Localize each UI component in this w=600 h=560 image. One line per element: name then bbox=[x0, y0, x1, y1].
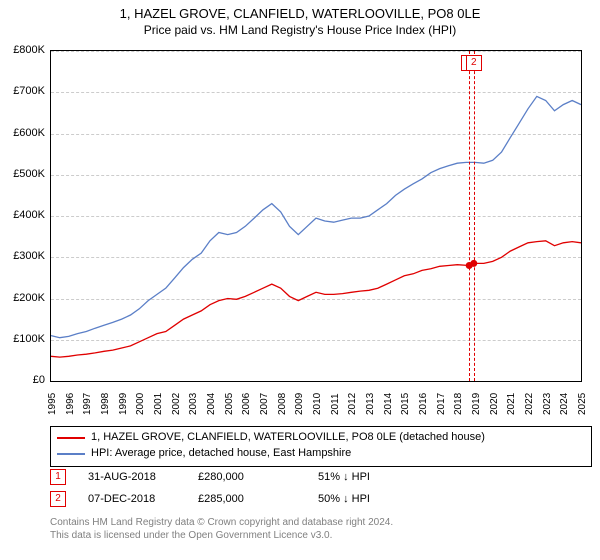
x-tick-label: 1998 bbox=[100, 393, 111, 415]
y-tick-label: £100K bbox=[0, 333, 45, 345]
attribution-line-1: Contains HM Land Registry data © Crown c… bbox=[50, 516, 393, 529]
event-date: 07-DEC-2018 bbox=[88, 493, 198, 505]
sale-events: 1 31-AUG-2018£280,00051% ↓ HPI 2 07-DEC-201… bbox=[50, 468, 438, 512]
x-tick-label: 2007 bbox=[259, 393, 270, 415]
series-property bbox=[51, 241, 581, 357]
y-tick-label: £600K bbox=[0, 127, 45, 139]
legend: 1, HAZEL GROVE, CLANFIELD, WATERLOOVILLE… bbox=[50, 426, 592, 467]
plot-svg bbox=[51, 51, 581, 381]
x-tick-label: 2012 bbox=[347, 393, 358, 415]
event-price: £285,000 bbox=[198, 493, 318, 505]
x-tick-label: 2022 bbox=[524, 393, 535, 415]
x-tick-label: 2016 bbox=[418, 393, 429, 415]
x-tick-label: 2025 bbox=[577, 393, 588, 415]
event-delta: 51% ↓ HPI bbox=[318, 471, 438, 483]
sale-marker-box: 2 bbox=[466, 55, 482, 71]
sale-marker-vline bbox=[474, 51, 475, 381]
y-tick-label: £200K bbox=[0, 292, 45, 304]
y-tick-label: £0 bbox=[0, 374, 45, 386]
x-tick-label: 2023 bbox=[542, 393, 553, 415]
x-tick-label: 2009 bbox=[294, 393, 305, 415]
x-tick-label: 2021 bbox=[506, 393, 517, 415]
x-tick-label: 2020 bbox=[489, 393, 500, 415]
x-tick-label: 2024 bbox=[559, 393, 570, 415]
x-tick-label: 1996 bbox=[65, 393, 76, 415]
x-tick-label: 2001 bbox=[153, 393, 164, 415]
attribution: Contains HM Land Registry data © Crown c… bbox=[50, 516, 393, 542]
title-block: 1, HAZEL GROVE, CLANFIELD, WATERLOOVILLE… bbox=[0, 0, 600, 37]
y-tick-label: £500K bbox=[0, 168, 45, 180]
x-tick-label: 2017 bbox=[436, 393, 447, 415]
legend-swatch bbox=[57, 453, 85, 455]
x-tick-label: 2015 bbox=[400, 393, 411, 415]
plot-area: 12 bbox=[50, 50, 582, 382]
x-tick-label: 2008 bbox=[277, 393, 288, 415]
x-tick-label: 2018 bbox=[453, 393, 464, 415]
event-price: £280,000 bbox=[198, 471, 318, 483]
sale-marker-vline bbox=[469, 51, 470, 381]
legend-label: 1, HAZEL GROVE, CLANFIELD, WATERLOOVILLE… bbox=[91, 430, 485, 446]
x-tick-label: 2003 bbox=[188, 393, 199, 415]
y-tick-label: £300K bbox=[0, 250, 45, 262]
x-tick-label: 2006 bbox=[241, 393, 252, 415]
attribution-line-2: This data is licensed under the Open Gov… bbox=[50, 529, 393, 542]
x-tick-label: 2010 bbox=[312, 393, 323, 415]
y-tick-label: £800K bbox=[0, 44, 45, 56]
event-row: 2 07-DEC-2018£285,00050% ↓ HPI bbox=[50, 490, 438, 508]
event-row: 1 31-AUG-2018£280,00051% ↓ HPI bbox=[50, 468, 438, 486]
x-tick-label: 2004 bbox=[206, 393, 217, 415]
series-hpi bbox=[51, 96, 581, 337]
event-date: 31-AUG-2018 bbox=[88, 471, 198, 483]
event-delta: 50% ↓ HPI bbox=[318, 493, 438, 505]
chart-subtitle: Price paid vs. HM Land Registry's House … bbox=[0, 23, 600, 37]
event-id-box: 2 bbox=[50, 491, 66, 507]
x-tick-label: 2014 bbox=[383, 393, 394, 415]
x-tick-label: 2000 bbox=[135, 393, 146, 415]
chart-container: 1, HAZEL GROVE, CLANFIELD, WATERLOOVILLE… bbox=[0, 0, 600, 560]
x-tick-label: 1995 bbox=[47, 393, 58, 415]
event-id-box: 1 bbox=[50, 469, 66, 485]
x-tick-label: 2002 bbox=[171, 393, 182, 415]
legend-label: HPI: Average price, detached house, East… bbox=[91, 446, 351, 462]
legend-swatch bbox=[57, 437, 85, 439]
y-tick-label: £400K bbox=[0, 209, 45, 221]
chart-title: 1, HAZEL GROVE, CLANFIELD, WATERLOOVILLE… bbox=[0, 6, 600, 21]
x-tick-label: 2019 bbox=[471, 393, 482, 415]
x-tick-label: 2013 bbox=[365, 393, 376, 415]
y-tick-label: £700K bbox=[0, 85, 45, 97]
legend-row: HPI: Average price, detached house, East… bbox=[57, 446, 585, 462]
x-tick-label: 1999 bbox=[118, 393, 129, 415]
x-tick-label: 2005 bbox=[224, 393, 235, 415]
legend-row: 1, HAZEL GROVE, CLANFIELD, WATERLOOVILLE… bbox=[57, 430, 585, 446]
x-tick-label: 2011 bbox=[330, 393, 341, 415]
x-tick-label: 1997 bbox=[82, 393, 93, 415]
